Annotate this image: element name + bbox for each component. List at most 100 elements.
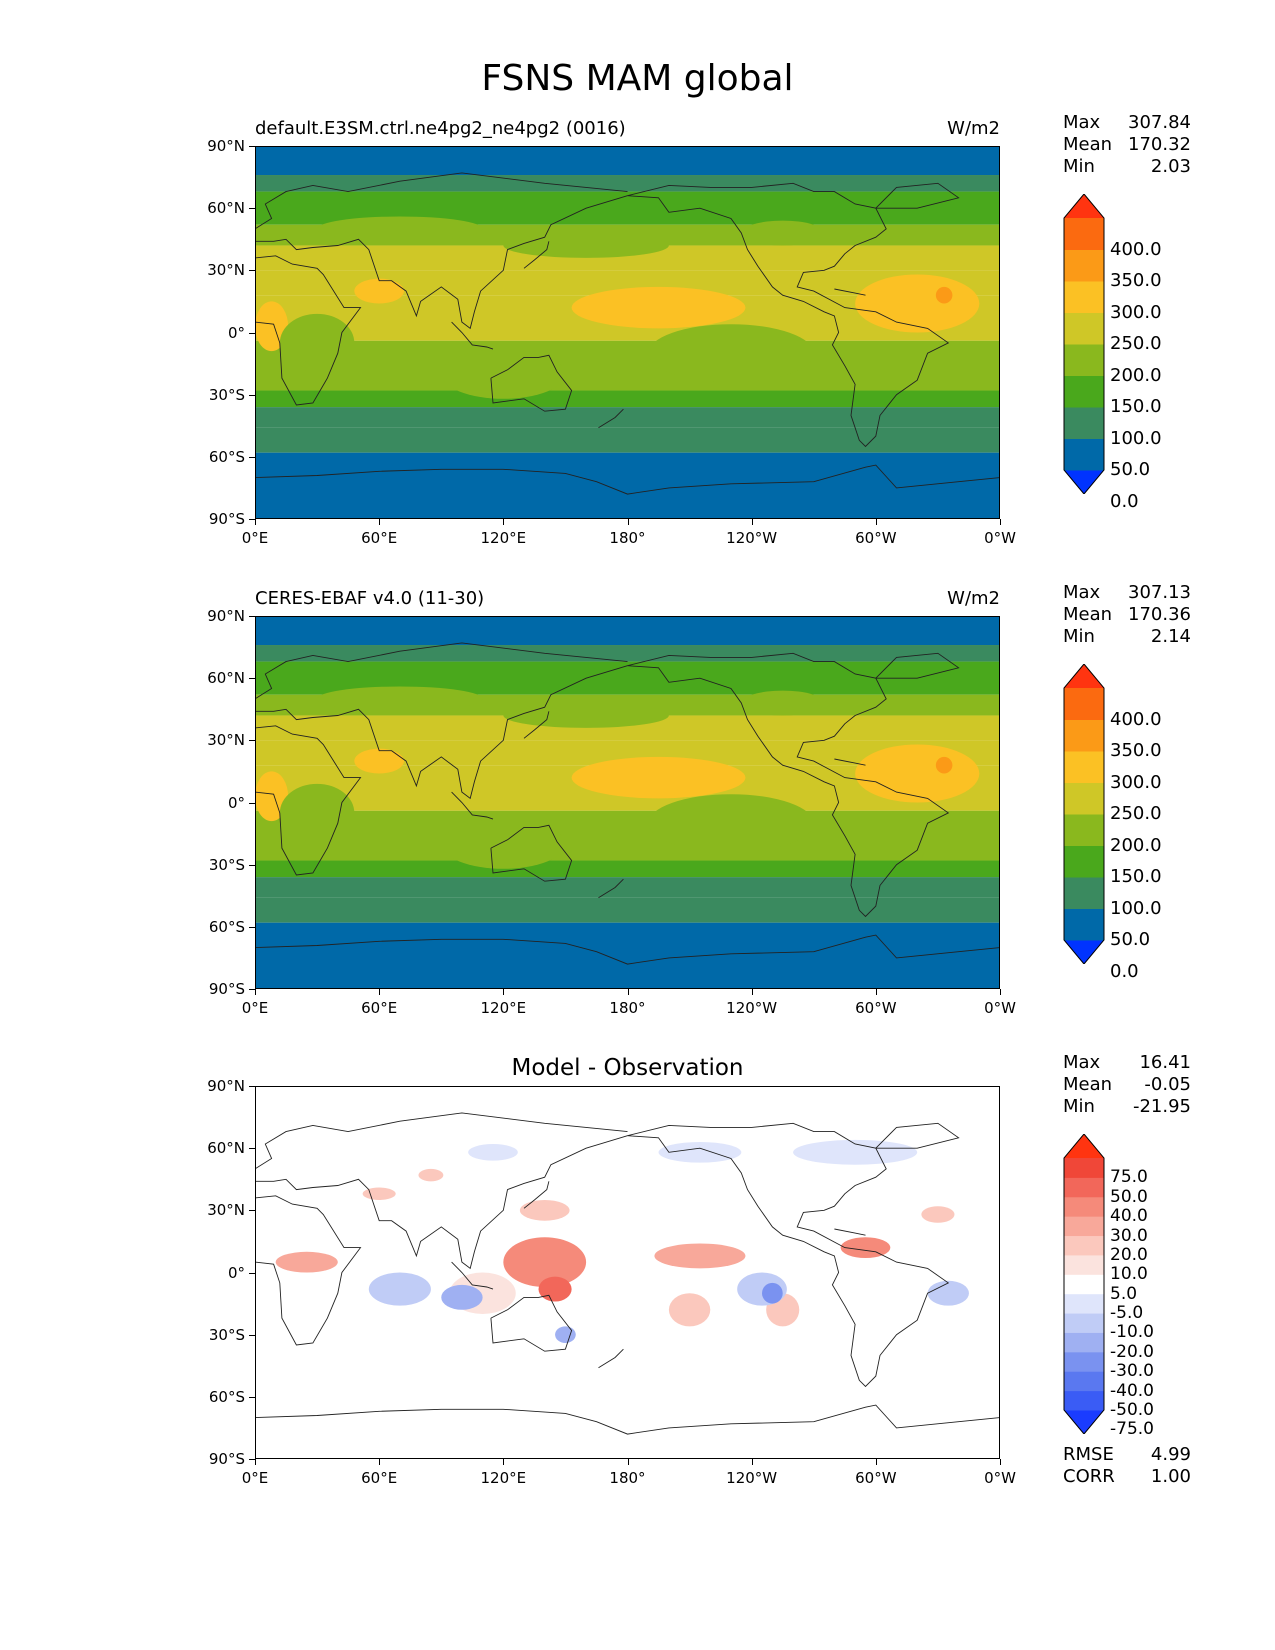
map-observation: [255, 616, 1000, 989]
coastline: [451, 791, 494, 820]
y-tick-mark: [249, 1086, 255, 1087]
y-tick-label: 60°N: [207, 199, 245, 218]
colorbar-tick-label: 250.0: [1110, 803, 1162, 824]
y-tick-mark: [249, 394, 255, 396]
colorbar-bin: [1064, 1158, 1104, 1178]
y-tick-mark: [249, 146, 255, 147]
y-tick-mark: [249, 740, 255, 742]
y-tick-mark: [249, 802, 255, 804]
field-band: [255, 645, 1000, 662]
x-tick-mark: [627, 519, 629, 525]
x-tick-label: 120°W: [726, 529, 778, 547]
x-tick-label: 60°W: [855, 999, 897, 1017]
colorbar-tick-label: 200.0: [1110, 834, 1162, 856]
x-tick-label: 180°: [609, 1469, 646, 1487]
colorbar-outline: [1063, 664, 1105, 964]
colorbar-bin: [1064, 814, 1104, 846]
coastline: [255, 934, 1000, 965]
colorbar-tick-label: 50.0: [1110, 1186, 1148, 1207]
field-band: [255, 860, 1000, 878]
x-tick-label: 0°W: [984, 529, 1016, 547]
field-region: [855, 274, 980, 333]
x-tick-mark: [875, 989, 877, 995]
field-region: [503, 233, 669, 258]
x-tick-mark: [503, 989, 505, 995]
colorbar-tick-label: -75.0: [1110, 1419, 1154, 1440]
coastline: [490, 1294, 573, 1352]
colorbar-bin: [1064, 1351, 1104, 1372]
colorbar: [1063, 664, 1105, 964]
colorbar-tick-label: 350.0: [1110, 270, 1162, 291]
colorbar-bin: [1064, 845, 1104, 878]
x-tick-mark: [875, 519, 877, 525]
coastline: [598, 408, 624, 429]
colorbar: [1063, 194, 1105, 494]
coastline: [490, 824, 573, 882]
y-tick-mark: [249, 332, 255, 334]
stats-box: Max 16.41 Mean -0.05 Min -21.95: [1063, 1052, 1191, 1117]
coastline: [523, 711, 550, 739]
panel-left-title: CERES-EBAF v4.0 (11-30): [255, 588, 485, 609]
colorbar-tick-label: 300.0: [1110, 301, 1162, 323]
x-tick-mark: [255, 1459, 256, 1465]
colorbar-bin: [1064, 218, 1104, 250]
colorbar-bin: [1064, 344, 1104, 376]
field-band: [255, 340, 1000, 391]
field-anomaly: [654, 1243, 746, 1269]
colorbar-bin: [1064, 1177, 1104, 1198]
stats-box: Max 307.84 Mean 170.32 Min 2.03: [1063, 112, 1191, 177]
colorbar-tick-label: 50.0: [1110, 929, 1151, 950]
x-tick-mark: [255, 989, 256, 995]
colorbar-extend-high: [1064, 194, 1104, 218]
y-tick-mark: [249, 1272, 255, 1274]
metrics-box: RMSE 4.99 CORR 1.00: [1063, 1444, 1191, 1487]
coastline: [598, 1348, 624, 1369]
coastline: [875, 652, 960, 679]
colorbar-bin: [1064, 438, 1104, 471]
field-region: [571, 756, 746, 799]
x-tick-mark: [751, 519, 753, 525]
colorbar-extend-low: [1064, 940, 1104, 964]
coastline: [255, 1195, 362, 1346]
coastline: [255, 642, 628, 700]
field-region: [255, 771, 289, 822]
colorbar-bin: [1064, 1235, 1104, 1256]
x-tick-mark: [1000, 989, 1001, 995]
field-region: [441, 819, 566, 869]
field-anomaly: [793, 1139, 918, 1165]
field-anomaly: [668, 1293, 711, 1327]
map-frame: [255, 146, 1000, 519]
field-band: [255, 897, 1000, 923]
coastline: [834, 288, 866, 296]
map-model: [255, 146, 1000, 519]
coastline: [834, 1228, 866, 1236]
y-tick-mark: [249, 1334, 255, 1336]
y-tick-mark: [249, 270, 255, 272]
coastline: [490, 354, 573, 412]
colorbar-bin: [1064, 688, 1104, 720]
y-tick-label: 30°N: [207, 261, 245, 280]
coastline: [255, 464, 1000, 495]
colorbar-tick-label: 100.0: [1110, 897, 1162, 919]
x-tick-mark: [503, 519, 505, 525]
field-region: [354, 278, 404, 304]
y-tick-label: 0°: [227, 323, 245, 342]
coastline: [255, 665, 628, 800]
x-tick-label: 0°E: [241, 999, 269, 1017]
coastline: [255, 255, 362, 406]
y-tick-mark: [249, 1210, 255, 1212]
y-tick-mark: [249, 864, 255, 866]
y-tick-mark: [249, 1459, 255, 1460]
field-anomaly: [538, 1276, 572, 1302]
panel-units: W/m2: [947, 118, 1000, 139]
coastline: [834, 758, 866, 766]
field-anomaly: [441, 1284, 483, 1310]
y-tick-mark: [249, 456, 255, 458]
x-tick-label: 120°E: [480, 529, 527, 547]
x-tick-label: 120°W: [726, 1469, 778, 1487]
y-tick-label: 30°N: [207, 1201, 245, 1220]
field-anomaly: [503, 1237, 587, 1288]
colorbar-extend-low: [1064, 470, 1104, 494]
field-band: [255, 390, 1000, 408]
y-tick-label: 30°N: [207, 731, 245, 750]
